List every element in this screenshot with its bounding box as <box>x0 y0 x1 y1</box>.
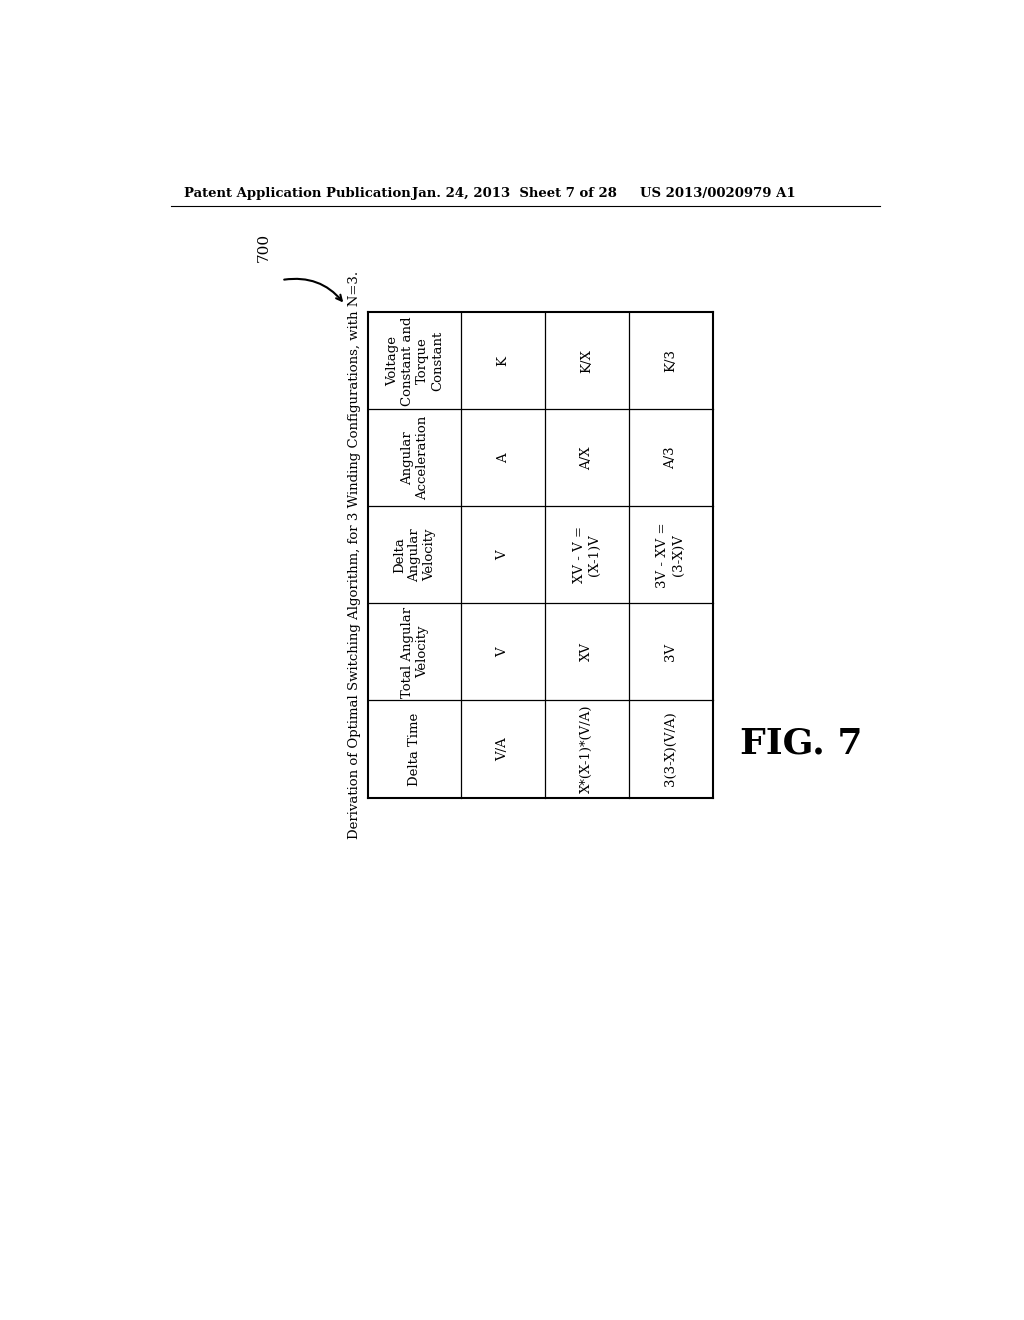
Text: 700: 700 <box>257 234 270 263</box>
Text: V/A: V/A <box>497 737 510 760</box>
Text: XV - V =
(X-1)V: XV - V = (X-1)V <box>572 527 601 583</box>
Text: V: V <box>497 647 510 657</box>
Text: FIG. 7: FIG. 7 <box>740 726 863 760</box>
Text: Delta
Angular
Velocity: Delta Angular Velocity <box>393 528 436 582</box>
Text: Angular
Acceleration: Angular Acceleration <box>400 416 429 500</box>
Text: 3V: 3V <box>664 643 677 661</box>
Text: 3(3-X)(V/A): 3(3-X)(V/A) <box>664 711 677 787</box>
Text: V: V <box>497 550 510 560</box>
Text: Patent Application Publication: Patent Application Publication <box>183 186 411 199</box>
Text: A/3: A/3 <box>664 446 677 469</box>
Text: 3V - XV =
(3-X)V: 3V - XV = (3-X)V <box>656 523 684 587</box>
Text: XV: XV <box>581 643 593 661</box>
Text: K: K <box>497 356 510 366</box>
Text: K/3: K/3 <box>664 350 677 372</box>
Text: Derivation of Optimal Switching Algorithm, for 3 Winding Configurations, with N=: Derivation of Optimal Switching Algorith… <box>348 271 360 840</box>
Text: X*(X-1)*(V/A): X*(X-1)*(V/A) <box>581 705 593 793</box>
Text: Jan. 24, 2013  Sheet 7 of 28: Jan. 24, 2013 Sheet 7 of 28 <box>412 186 616 199</box>
Text: K/X: K/X <box>581 348 593 372</box>
Text: A/X: A/X <box>581 446 593 470</box>
Text: A: A <box>497 453 510 463</box>
Text: Total Angular
Velocity: Total Angular Velocity <box>400 606 429 697</box>
Text: US 2013/0020979 A1: US 2013/0020979 A1 <box>640 186 795 199</box>
Text: Delta Time: Delta Time <box>409 713 421 785</box>
Text: Voltage
Constant and
Torque
Constant: Voltage Constant and Torque Constant <box>386 317 443 405</box>
